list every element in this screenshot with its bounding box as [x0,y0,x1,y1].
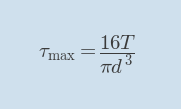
Text: $\tau_{\rm max} = \dfrac{16T}{\pi d^3}$: $\tau_{\rm max} = \dfrac{16T}{\pi d^3}$ [38,33,136,76]
